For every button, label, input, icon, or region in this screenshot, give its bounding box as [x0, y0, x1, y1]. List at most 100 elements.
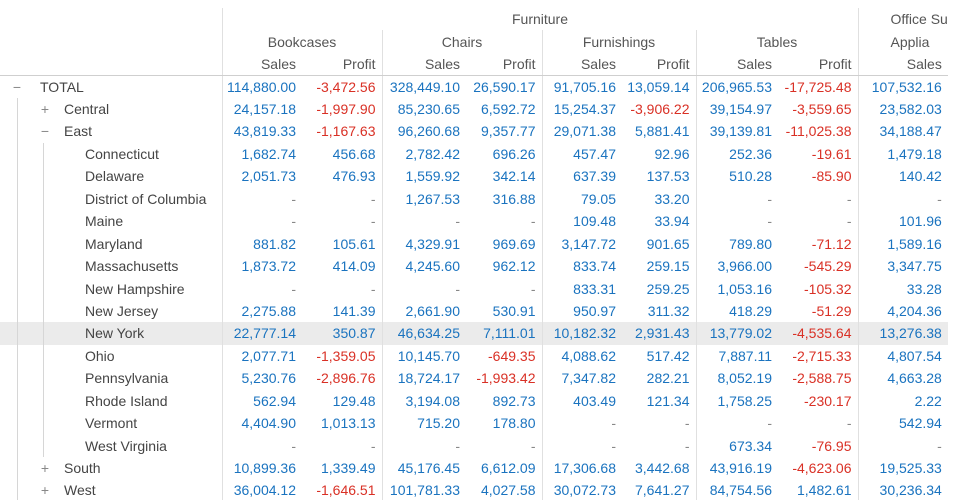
cell-profit[interactable]: 3,442.68 — [635, 460, 690, 477]
subcategory-header-bookcases[interactable]: Bookcases — [221, 30, 382, 53]
cell-sales[interactable]: 2,275.88 — [221, 299, 302, 323]
cell-profit[interactable]: 696.26 — [492, 145, 536, 162]
cell-sales[interactable]: 36,004.12 — [221, 479, 302, 500]
cell-sales[interactable]: 10,182.32 — [541, 322, 622, 345]
cell-sales[interactable]: 1,479.18 — [857, 142, 948, 166]
cell-profit[interactable]: - — [684, 437, 690, 454]
cell-sales[interactable]: 4,329.91 — [381, 232, 466, 255]
cell-profit[interactable]: 129.48 — [332, 392, 376, 409]
cell-sales[interactable]: 328,449.10 — [381, 75, 466, 98]
cell-profit[interactable]: -545.29 — [804, 258, 852, 275]
cell-profit[interactable]: 1,482.61 — [797, 482, 852, 499]
cell-profit[interactable]: - — [846, 190, 852, 207]
table-row[interactable]: Vermont 4,404.90 1,013.13 715.20 178.80- - - -5… — [0, 411, 948, 435]
table-row[interactable]: Rhode Island 562.94 129.48 3,194.08 892.73 40… — [0, 389, 948, 412]
cell-profit[interactable]: 1,339.49 — [321, 460, 376, 477]
cell-profit[interactable]: 137.53 — [646, 168, 690, 185]
cell-sales[interactable]: 85,230.65 — [381, 97, 466, 121]
cell-profit[interactable]: -3,906.22 — [630, 101, 690, 118]
collapse-icon[interactable]: − — [12, 78, 22, 95]
cell-sales[interactable]: 2,661.90 — [381, 299, 466, 323]
cell-sales[interactable]: 10,899.36 — [221, 456, 302, 480]
cell-sales[interactable]: 39,139.81 — [695, 120, 778, 143]
cell-profit[interactable]: 969.69 — [492, 235, 536, 252]
table-row[interactable]: Massachusetts 1,873.72 414.09 4,245.60 962.1… — [0, 254, 948, 278]
cell-profit[interactable]: 92.96 — [654, 145, 690, 162]
cell-sales[interactable]: 101.96 — [857, 210, 948, 233]
cell-sales[interactable]: 833.74 — [541, 254, 622, 278]
cell-sales[interactable]: 510.28 — [695, 165, 778, 188]
cell-sales[interactable]: 34,188.47 — [857, 120, 948, 143]
cell-profit[interactable]: -105.32 — [804, 280, 852, 297]
cell-profit[interactable]: -4,535.64 — [778, 322, 858, 345]
cell-sales[interactable]: 4,204.36 — [857, 299, 948, 323]
cell-sales[interactable]: 457.47 — [541, 142, 622, 166]
cell-sales[interactable]: - — [695, 210, 778, 233]
cell-profit[interactable]: -71.12 — [811, 235, 852, 252]
cell-sales[interactable]: 101,781.33 — [381, 479, 466, 500]
cell-profit[interactable]: - — [530, 213, 536, 230]
cell-sales[interactable]: - — [695, 411, 778, 435]
cell-profit[interactable]: -2,896.76 — [316, 370, 376, 387]
measure-header-sales[interactable]: Sales — [857, 52, 948, 76]
cell-sales[interactable]: - — [381, 434, 466, 457]
table-row[interactable]: + West 36,004.12 -1,646.51 101,781.33 4,027.5… — [0, 479, 948, 500]
cell-sales[interactable]: 542.94 — [857, 411, 948, 435]
cell-profit[interactable]: 6,592.72 — [481, 101, 536, 118]
cell-sales[interactable]: 2,051.73 — [221, 165, 302, 188]
cell-profit[interactable]: 414.09 — [332, 258, 376, 275]
cell-sales[interactable]: 19,525.33 — [857, 456, 948, 480]
cell-sales[interactable]: 4,663.28 — [857, 367, 948, 390]
cell-sales[interactable]: 39,154.97 — [695, 97, 778, 121]
table-row[interactable]: Pennsylvania 5,230.76 -2,896.76 18,724.17 -1… — [0, 367, 948, 390]
cell-sales[interactable]: 418.29 — [695, 299, 778, 323]
cell-sales[interactable]: 140.42 — [857, 165, 948, 188]
cell-profit[interactable]: 2,931.43 — [622, 322, 696, 345]
cell-profit[interactable]: -76.95 — [811, 437, 852, 454]
cell-profit[interactable]: 530.91 — [492, 302, 536, 319]
measure-header-sales[interactable]: Sales — [381, 52, 466, 76]
cell-profit[interactable]: 259.15 — [646, 258, 690, 275]
cell-profit[interactable]: -2,715.33 — [792, 347, 852, 364]
cell-sales[interactable]: 789.80 — [695, 232, 778, 255]
cell-sales[interactable]: 4,088.62 — [541, 344, 622, 368]
cell-sales[interactable]: - — [541, 411, 622, 435]
cell-sales[interactable]: - — [221, 187, 302, 210]
cell-sales[interactable]: - — [221, 210, 302, 233]
table-row[interactable]: Maine - - - -109.48 33.94- -101.96 — [0, 210, 948, 233]
cell-sales[interactable]: - — [857, 434, 948, 457]
cell-profit[interactable]: -1,993.42 — [476, 370, 536, 387]
cell-sales[interactable]: - — [221, 434, 302, 457]
cell-profit[interactable]: 7,641.27 — [635, 482, 690, 499]
measure-header-profit[interactable]: Profit — [778, 52, 858, 76]
table-row[interactable]: + Central 24,157.18 -1,997.90 85,230.65 6,592… — [0, 97, 948, 121]
table-row[interactable]: New York 22,777.14 350.87 46,634.25 7,111.01… — [0, 322, 948, 345]
measure-header-sales[interactable]: Sales — [221, 52, 302, 76]
table-row[interactable]: District of Columbia - -1,267.53 316.88 79.0… — [0, 187, 948, 210]
cell-profit[interactable]: -51.29 — [811, 302, 852, 319]
cell-profit[interactable]: - — [370, 213, 376, 230]
cell-sales[interactable]: 30,072.73 — [541, 479, 622, 500]
table-row[interactable]: Maryland 881.82 105.61 4,329.91 969.69 3,147.… — [0, 232, 948, 255]
cell-profit[interactable]: 5,881.41 — [635, 123, 690, 140]
table-row[interactable]: New Jersey 2,275.88 141.39 2,661.90 530.91 95… — [0, 299, 948, 323]
cell-sales[interactable]: 107,532.16 — [857, 75, 948, 98]
cell-profit[interactable]: -17,725.48 — [784, 78, 852, 95]
cell-sales[interactable]: 1,053.16 — [695, 277, 778, 300]
cell-profit[interactable]: -649.35 — [488, 347, 536, 364]
cell-sales[interactable]: 1,559.92 — [381, 165, 466, 188]
table-row[interactable]: New Hampshire - - - -833.31 259.25 1,053.16 -10… — [0, 277, 948, 300]
cell-profit[interactable]: -19.61 — [811, 145, 852, 162]
cell-sales[interactable]: 1,873.72 — [221, 254, 302, 278]
cell-sales[interactable]: 13,276.38 — [857, 322, 948, 345]
cell-profit[interactable]: 962.12 — [492, 258, 536, 275]
cell-sales[interactable]: 46,634.25 — [381, 322, 466, 345]
cell-profit[interactable]: - — [370, 437, 376, 454]
table-row[interactable]: Connecticut 1,682.74 456.68 2,782.42 696.26 4… — [0, 142, 948, 166]
cell-profit[interactable]: -1,997.90 — [316, 101, 376, 118]
cell-sales[interactable]: 673.34 — [695, 434, 778, 457]
cell-sales[interactable]: 114,880.00 — [221, 75, 302, 98]
cell-sales[interactable]: 950.97 — [541, 299, 622, 323]
cell-sales[interactable]: 33.28 — [857, 277, 948, 300]
cell-sales[interactable]: 43,916.19 — [695, 456, 778, 480]
